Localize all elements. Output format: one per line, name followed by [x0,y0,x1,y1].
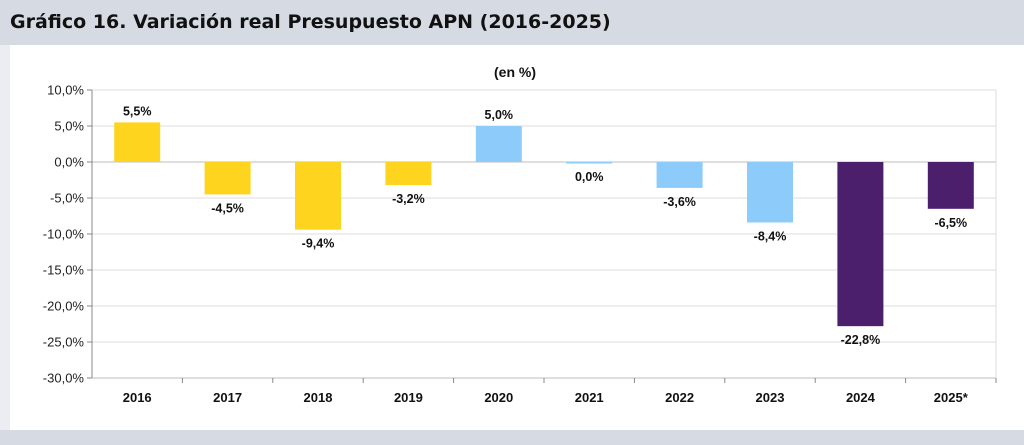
y-tick-label: -10,0% [43,227,85,242]
data-label: -8,4% [754,229,787,243]
y-tick-label: 10,0% [47,83,84,98]
data-label: -3,6% [663,195,696,209]
y-tick-label: 5,0% [54,119,84,134]
y-tick-label: -5,0% [50,191,84,206]
data-label: -3,2% [392,192,425,206]
data-label: -22,8% [841,333,881,347]
header-band: Gráfico 16. Variación real Presupuesto A… [0,0,1024,45]
axes: 10,0% 5,0% 0,0% -5,0% -10,0% -15,0% -20,0% -25,… [43,83,997,405]
data-label: 0,0% [575,170,604,184]
bar [475,126,522,162]
data-label: -6,5% [934,216,967,230]
data-label: 5,0% [485,108,514,122]
bar [656,162,703,188]
x-tick-label: 2024 [846,390,876,405]
data-label: -4,5% [211,201,244,215]
x-tick-label: 2019 [394,390,423,405]
y-tick-label: -25,0% [43,335,85,350]
y-tick-label: -30,0% [43,371,85,386]
y-tick-label: -15,0% [43,263,85,278]
x-tick-label: 2021 [575,390,604,405]
data-label: -9,4% [302,237,335,251]
bar [385,162,432,186]
x-tick-label: 2016 [123,390,152,405]
x-tick-label: 2018 [304,390,333,405]
x-tick-label: 2023 [756,390,785,405]
x-tick-label: 2025* [934,390,969,405]
chart-subtitle: (en %) [494,64,536,80]
footer-band [0,430,1024,445]
bar [927,162,974,209]
x-tick-label: 2020 [484,390,513,405]
left-stripe [0,45,10,430]
bar-chart: (en %) 10,0% 5,0% 0,0% -5,0% -10,0% -15,0% -20… [43,64,997,405]
data-label: 5,5% [123,104,152,118]
bar [295,162,341,230]
bars [114,122,974,327]
data-labels: 5,5% -4,5% -9,4% -3,2% 5,0% 0,0% -3,6% -8,4% -22… [123,104,967,347]
bar [114,122,161,162]
bar [747,162,793,223]
chart-title: Gráfico 16. Variación real Presupuesto A… [10,11,611,33]
y-tick-label: 0,0% [54,155,84,170]
x-tick-label: 2022 [665,390,694,405]
bar [566,162,613,164]
x-tick-label: 2017 [213,390,242,405]
bar [204,162,251,195]
y-tick-label: -20,0% [43,299,85,314]
bar [837,162,884,327]
